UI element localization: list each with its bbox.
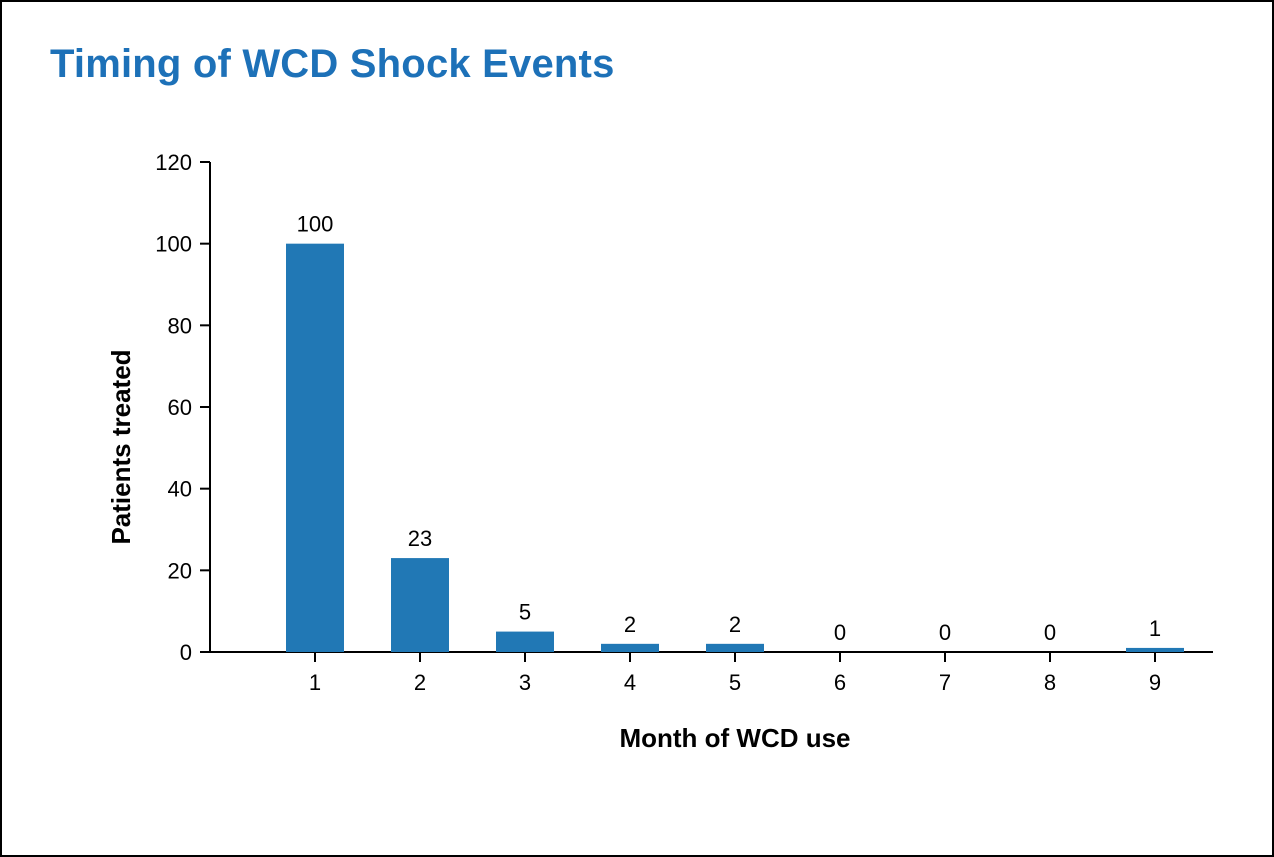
bar [601, 644, 659, 652]
xtick-label: 6 [834, 670, 846, 695]
bar-value-label: 2 [624, 612, 636, 637]
y-axis-label: Patients treated [106, 349, 136, 544]
xtick-label: 8 [1044, 670, 1056, 695]
bar-value-label: 2 [729, 612, 741, 637]
bar-value-label: 0 [1044, 620, 1056, 645]
bar-value-label: 1 [1149, 616, 1161, 641]
xtick-label: 1 [309, 670, 321, 695]
chart-frame: Timing of WCD Shock Events 0204060801001… [0, 0, 1274, 857]
ytick-label: 40 [168, 477, 192, 502]
xtick-label: 7 [939, 670, 951, 695]
xtick-label: 5 [729, 670, 741, 695]
ytick-label: 20 [168, 558, 192, 583]
bar [286, 244, 344, 652]
bar [706, 644, 764, 652]
ytick-label: 80 [168, 313, 192, 338]
xtick-label: 3 [519, 670, 531, 695]
xtick-label: 4 [624, 670, 636, 695]
bar-value-label: 0 [939, 620, 951, 645]
bar-value-label: 0 [834, 620, 846, 645]
bar [1126, 648, 1184, 652]
bar-value-label: 100 [297, 212, 334, 237]
ytick-label: 60 [168, 395, 192, 420]
bar [391, 558, 449, 652]
x-axis-label: Month of WCD use [619, 723, 850, 753]
bar-value-label: 5 [519, 600, 531, 625]
plot-area: 020406080100120110022335425260708091Pati… [152, 162, 1172, 742]
ytick-label: 120 [155, 150, 192, 175]
xtick-label: 9 [1149, 670, 1161, 695]
ytick-label: 0 [180, 640, 192, 665]
chart-svg: 020406080100120110022335425260708091Pati… [152, 162, 1172, 812]
chart-title: Timing of WCD Shock Events [50, 42, 615, 87]
bar-value-label: 23 [408, 526, 432, 551]
xtick-label: 2 [414, 670, 426, 695]
bar [496, 632, 554, 652]
ytick-label: 100 [155, 232, 192, 257]
